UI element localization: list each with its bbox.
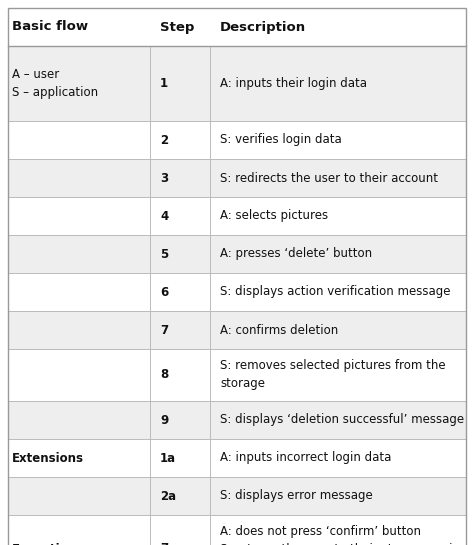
Text: A – user
S – application: A – user S – application: [12, 68, 98, 99]
Bar: [8, 235, 466, 273]
Text: A: confirms deletion: A: confirms deletion: [220, 324, 338, 336]
Text: A: selects pictures: A: selects pictures: [220, 209, 328, 222]
Text: 1a: 1a: [160, 451, 176, 464]
Text: A: presses ‘delete’ button: A: presses ‘delete’ button: [220, 247, 372, 261]
Bar: [8, 273, 466, 311]
Text: 7: 7: [160, 324, 168, 336]
Text: 6: 6: [160, 286, 168, 299]
Text: A: inputs their login data: A: inputs their login data: [220, 77, 367, 90]
Text: S: removes selected pictures from the
storage: S: removes selected pictures from the st…: [220, 360, 446, 391]
Bar: [8, 197, 466, 235]
Text: 8: 8: [160, 368, 168, 381]
Text: 1: 1: [160, 77, 168, 90]
Bar: [8, 121, 466, 159]
Text: Exception: Exception: [12, 542, 77, 545]
Text: 2: 2: [160, 134, 168, 147]
Text: 9: 9: [160, 414, 168, 427]
Bar: [8, 439, 466, 477]
Bar: [8, 515, 466, 545]
Text: S: displays action verification message: S: displays action verification message: [220, 286, 450, 299]
Bar: [8, 401, 466, 439]
Text: 5: 5: [160, 247, 168, 261]
Text: Basic flow: Basic flow: [12, 21, 88, 33]
Text: S: redirects the user to their account: S: redirects the user to their account: [220, 172, 438, 185]
Text: Step: Step: [160, 21, 194, 33]
Text: A: inputs incorrect login data: A: inputs incorrect login data: [220, 451, 392, 464]
Text: 2a: 2a: [160, 489, 176, 502]
Bar: [8, 8, 466, 46]
Bar: [8, 477, 466, 515]
Bar: [8, 159, 466, 197]
Text: Extensions: Extensions: [12, 451, 84, 464]
Text: Description: Description: [220, 21, 306, 33]
Bar: [8, 311, 466, 349]
Text: 4: 4: [160, 209, 168, 222]
Text: S: displays error message: S: displays error message: [220, 489, 373, 502]
Text: A: does not press ‘confirm’ button
S: returns the user to their storage main
pag: A: does not press ‘confirm’ button S: re…: [220, 524, 460, 545]
Text: S: displays ‘deletion successful’ message: S: displays ‘deletion successful’ messag…: [220, 414, 464, 427]
Bar: [8, 349, 466, 401]
Text: S: verifies login data: S: verifies login data: [220, 134, 342, 147]
Bar: [8, 46, 466, 121]
Text: 3: 3: [160, 172, 168, 185]
Text: 7a: 7a: [160, 542, 176, 545]
